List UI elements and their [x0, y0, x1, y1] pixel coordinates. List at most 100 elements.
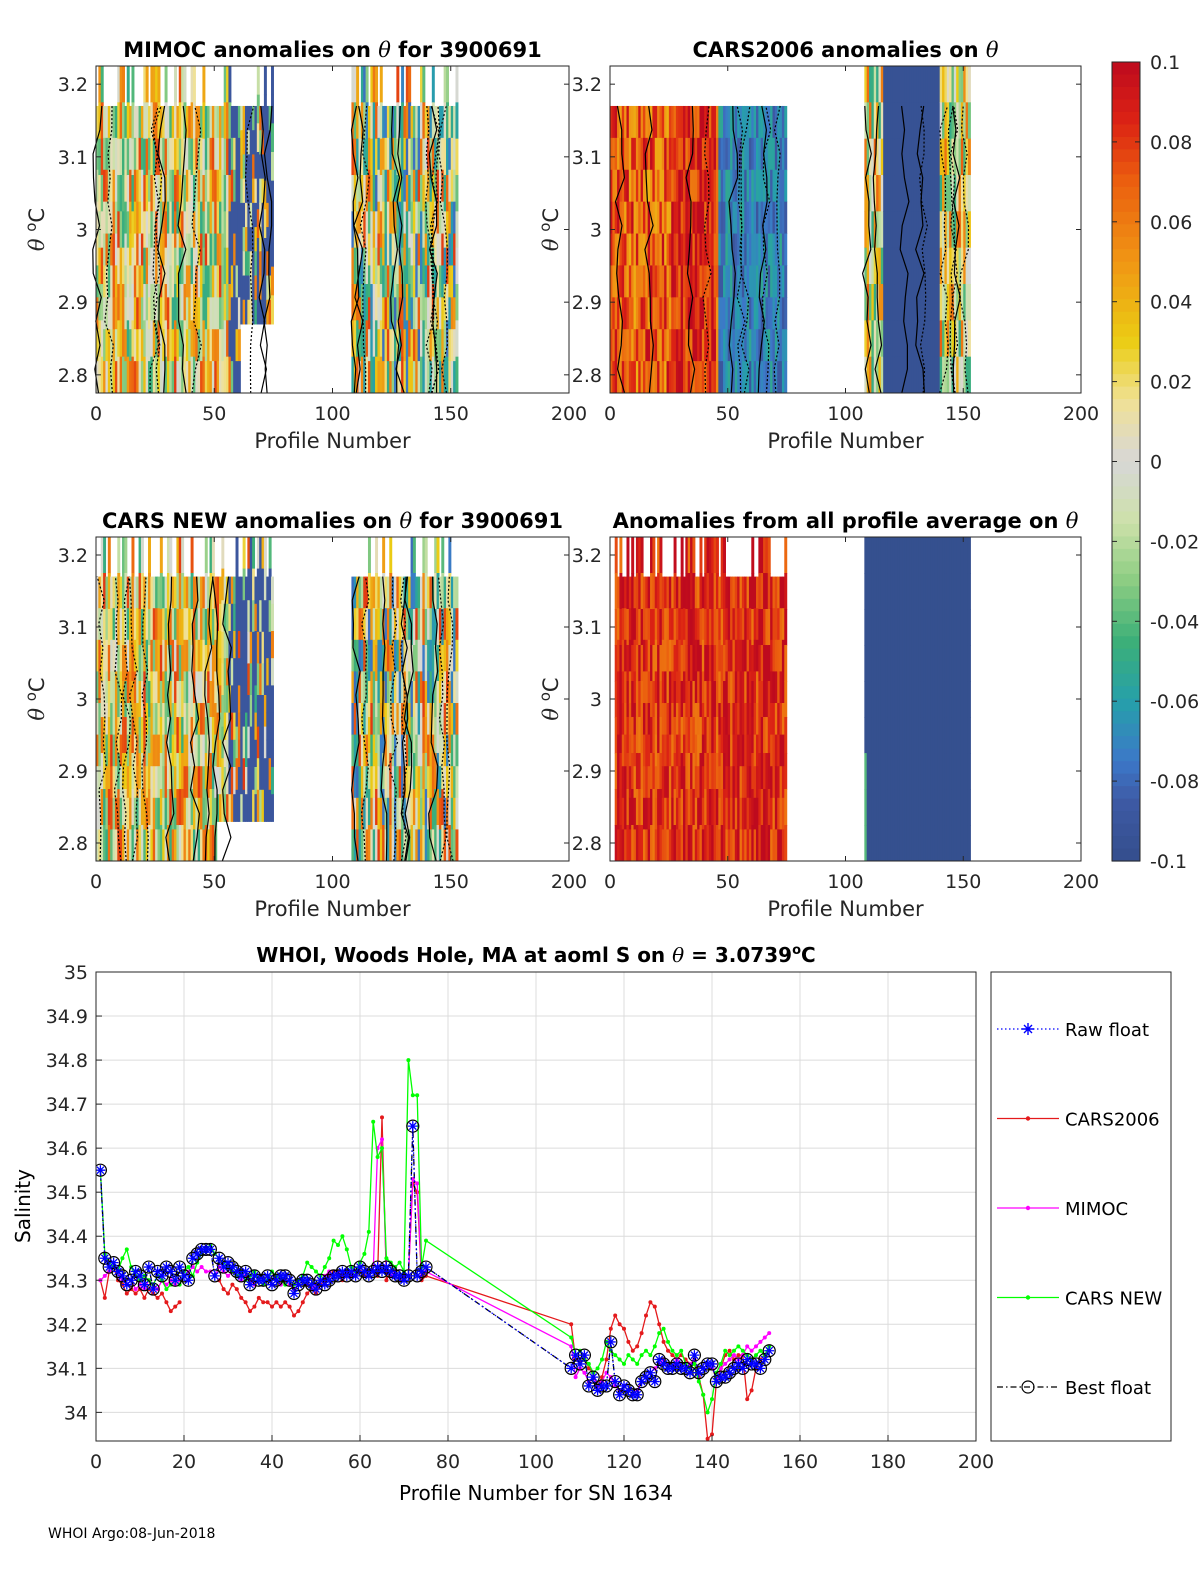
heatmap-cell: [157, 671, 161, 704]
heatmap-cell: [117, 66, 121, 103]
heatmap-cell: [871, 211, 875, 249]
heatmap-cell: [753, 137, 757, 171]
heatmap-cell: [382, 329, 386, 362]
heatmap-cell: [98, 247, 102, 285]
heatmap-cell: [678, 265, 682, 298]
heatmap-cell: [427, 137, 431, 171]
heatmap-cell: [685, 609, 689, 646]
heatmap-cell: [164, 356, 168, 394]
heatmap-cell: [110, 361, 114, 394]
heatmap-cell: [683, 671, 686, 704]
contour-line: [400, 576, 408, 862]
heatmap-cell: [626, 609, 630, 646]
heatmap-cell: [152, 175, 156, 212]
heatmap-cell: [363, 797, 367, 830]
heatmap-cell: [916, 102, 920, 140]
heatmap-cell: [389, 137, 393, 171]
heatmap-cell: [230, 631, 234, 659]
heatmap-cell: [386, 829, 390, 862]
heatmap-cell: [240, 712, 244, 741]
heatmap-cell: [765, 789, 769, 826]
heatmap-cell: [631, 329, 635, 362]
heatmap-cell: [932, 537, 936, 574]
heatmap-cell: [878, 753, 882, 790]
heatmap-cell: [741, 361, 745, 394]
heatmap-cell: [405, 320, 409, 358]
heatmap-cell: [965, 681, 969, 718]
heatmap-cell: [226, 685, 230, 714]
data-point: [278, 1304, 283, 1309]
heatmap-cell: [266, 154, 270, 180]
heatmap-cell: [748, 329, 752, 362]
heatmap-cell: [181, 211, 185, 249]
heatmap-cell: [960, 789, 964, 826]
heatmap-cell: [871, 138, 875, 176]
heatmap-cell: [181, 717, 185, 754]
heatmap-cell: [450, 361, 454, 394]
heatmap-cell: [951, 102, 955, 140]
heatmap-cell: [443, 766, 447, 799]
heatmap-cell: [375, 825, 379, 862]
heatmap-cell: [687, 573, 691, 610]
y-axis-theta: θ: [25, 232, 49, 251]
data-point: [160, 1291, 164, 1296]
heatmap-cell: [131, 284, 135, 321]
heatmap-cell: [453, 329, 457, 362]
heatmap-cell: [864, 717, 868, 754]
heatmap-cell: [934, 175, 938, 212]
heatmap-cell: [925, 356, 929, 394]
heatmap-cell: [963, 211, 967, 249]
heatmap-cell: [195, 829, 199, 862]
heatmap-cell: [694, 137, 698, 171]
heatmap-cell: [192, 356, 196, 394]
heatmap-cell: [441, 753, 445, 790]
heatmap-cell: [871, 573, 875, 610]
heatmap-cell: [730, 766, 734, 799]
heatmap-cell: [626, 717, 630, 754]
colorbar-step: [1112, 211, 1140, 225]
heatmap-cell: [412, 265, 416, 298]
heatmap-cell: [626, 573, 630, 610]
heatmap-cell: [221, 169, 225, 203]
heatmap-cell: [642, 608, 646, 641]
heatmap-cell: [268, 663, 272, 696]
colorbar-step: [1112, 573, 1140, 587]
heatmap-cell: [958, 789, 962, 826]
heatmap-cell: [157, 797, 161, 830]
heatmap-cell: [744, 105, 748, 139]
heatmap-cell: [650, 233, 653, 266]
heatmap-cell: [911, 102, 915, 140]
heatmap-cell: [654, 137, 658, 171]
heatmap-cell: [176, 789, 180, 826]
heatmap-cell: [434, 609, 438, 646]
heatmap-cell: [420, 356, 423, 394]
heatmap-cell: [751, 169, 755, 203]
heatmap-cell: [209, 297, 213, 330]
heatmap-cell: [763, 361, 767, 394]
data-point: [622, 1326, 626, 1331]
heatmap-cell: [218, 265, 222, 298]
heatmap-cell: [715, 789, 719, 826]
heatmap-cell: [687, 361, 691, 394]
heatmap-cell: [136, 639, 140, 672]
heatmap-cell: [396, 829, 400, 862]
heatmap-cell: [723, 825, 726, 862]
heatmap-cell: [365, 66, 369, 103]
heatmap-cell: [770, 329, 774, 362]
heatmap-cell: [202, 797, 206, 830]
heatmap-cell: [351, 576, 355, 609]
heatmap-cell: [271, 631, 274, 659]
heatmap-cell: [391, 797, 395, 830]
heatmap-cell: [427, 265, 431, 298]
heatmap-cell: [382, 789, 386, 826]
heatmap-cell: [138, 537, 142, 574]
heatmap-cell: [450, 169, 454, 203]
heatmap-cell: [671, 105, 675, 139]
heatmap-cell: [894, 284, 898, 321]
heatmap-cell: [635, 825, 639, 862]
heatmap-cell: [112, 105, 116, 139]
heatmap-cell: [918, 717, 922, 754]
heatmap-cell: [654, 829, 658, 862]
heatmap-cell: [410, 681, 414, 718]
heatmap-cell: [949, 211, 953, 249]
